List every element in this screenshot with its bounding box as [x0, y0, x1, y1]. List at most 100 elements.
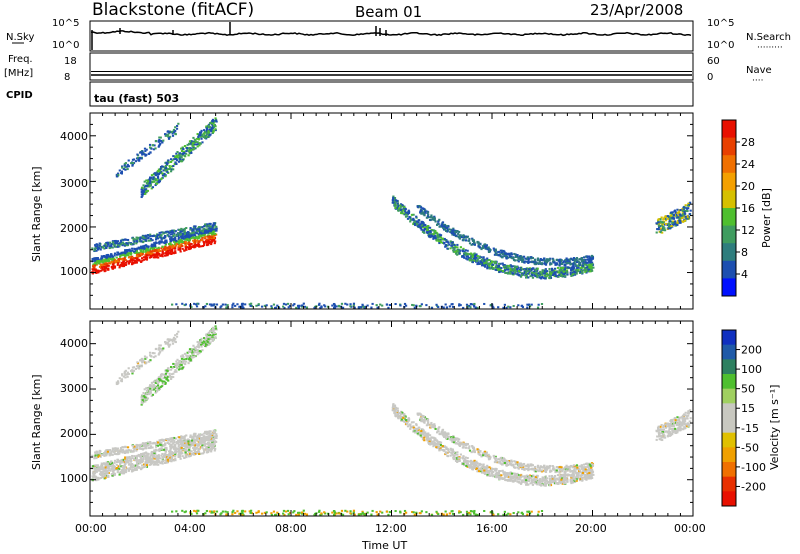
- power-pixel: [132, 261, 135, 264]
- power-pixel: [407, 209, 410, 212]
- power-ytick-2000: 2000: [60, 222, 88, 235]
- velocity-pixel: [103, 454, 106, 457]
- velocity-pixel: [112, 469, 115, 472]
- power-pixel: [552, 258, 555, 261]
- power-pixel: [502, 264, 505, 267]
- power-pixel: [583, 256, 586, 259]
- power-pixel: [588, 264, 591, 267]
- power-pixel: [172, 252, 175, 255]
- power-pixel: [187, 233, 190, 236]
- power-pixel: [101, 259, 104, 262]
- power-pixel: [171, 303, 174, 306]
- power-pixel: [401, 205, 404, 208]
- power-pixel: [557, 259, 560, 262]
- power-pixel: [100, 257, 103, 260]
- velocity-pixel: [188, 451, 191, 454]
- power-pixel: [153, 247, 156, 250]
- power-pixel: [151, 245, 154, 248]
- power-pixel: [126, 250, 129, 253]
- velocity-pixel: [124, 462, 127, 465]
- power-pixel: [538, 276, 541, 279]
- velocity-pixel: [184, 453, 187, 456]
- power-pixel: [525, 271, 528, 274]
- power-pixel: [219, 306, 222, 309]
- power-pixel: [439, 240, 442, 243]
- power-pixel: [158, 170, 161, 173]
- velocity-pixel: [194, 432, 197, 435]
- power-pixel: [154, 174, 158, 177]
- power-pixel: [214, 240, 217, 243]
- power-pixel: [149, 233, 152, 236]
- velocity-pixel: [139, 456, 142, 459]
- power-pixel: [188, 232, 191, 235]
- power-pixel: [173, 232, 176, 235]
- power-pixel: [115, 240, 118, 243]
- power-pixel: [170, 231, 173, 234]
- power-pixel: [193, 138, 196, 141]
- power-pixel: [183, 150, 186, 153]
- power-pixel: [119, 258, 122, 261]
- velocity-pixel: [111, 448, 115, 451]
- power-pixel: [187, 142, 191, 145]
- velocity-pixel: [203, 441, 206, 444]
- power-pixel: [519, 255, 522, 258]
- power-pixel: [428, 226, 432, 229]
- power-pixel: [201, 236, 204, 239]
- power-pixel: [418, 223, 421, 226]
- power-pixel: [489, 304, 493, 307]
- power-pixel: [183, 228, 186, 231]
- power-pixel: [166, 254, 169, 257]
- power-pixel: [456, 235, 459, 238]
- velocity-pixel: [190, 444, 193, 447]
- velocity-pixel: [123, 452, 127, 455]
- power-pixel: [517, 304, 520, 307]
- power-pixel: [137, 246, 140, 249]
- velocity-pixel: [205, 431, 208, 434]
- power-pixel: [149, 184, 152, 187]
- power-pixel: [195, 239, 198, 242]
- power-pixel: [160, 231, 163, 234]
- power-pixel: [120, 170, 124, 173]
- power-pixel: [179, 250, 182, 253]
- power-pixel: [521, 257, 524, 260]
- power-pixel: [178, 245, 181, 248]
- power-pixel: [437, 220, 440, 223]
- velocity-pixel: [170, 443, 173, 446]
- velocity-pixel: [133, 448, 136, 451]
- power-pixel: [286, 302, 290, 305]
- power-pixel: [161, 248, 164, 251]
- power-pixel: [149, 183, 152, 186]
- power-pixel: [169, 238, 172, 241]
- power-pixel: [149, 239, 152, 242]
- power-pixel: [671, 223, 675, 226]
- velocity-pixel: [192, 433, 195, 436]
- velocity-pixel: [119, 446, 123, 449]
- velocity-pixel: [174, 451, 177, 454]
- power-pixel: [282, 305, 285, 308]
- velocity-pixel: [196, 444, 200, 447]
- velocity-pixel: [101, 462, 104, 465]
- velocity-pixel: [95, 479, 98, 482]
- velocity-pixel: [126, 467, 129, 470]
- power-pixel: [95, 249, 98, 252]
- velocity-pixel: [205, 446, 208, 449]
- power-pixel: [422, 208, 426, 211]
- power-pixel: [405, 211, 408, 214]
- velocity-pixel: [183, 443, 186, 446]
- power-pixel: [234, 304, 237, 307]
- power-pixel: [409, 218, 412, 221]
- power-pixel: [676, 221, 679, 224]
- power-pixel: [134, 261, 137, 264]
- power-pixel: [153, 242, 156, 245]
- power-pixel: [563, 272, 567, 275]
- power-pixel: [417, 219, 420, 222]
- power-pixel: [177, 242, 181, 245]
- velocity-pixel: [176, 448, 179, 451]
- power-pixel: [124, 238, 128, 241]
- velocity-pixel: [147, 457, 150, 460]
- velocity-pixel: [112, 450, 116, 453]
- power-pixel: [516, 273, 519, 276]
- velocity-pixel: [151, 460, 154, 463]
- velocity-pixel: [170, 440, 173, 443]
- velocity-pixel: [207, 444, 210, 447]
